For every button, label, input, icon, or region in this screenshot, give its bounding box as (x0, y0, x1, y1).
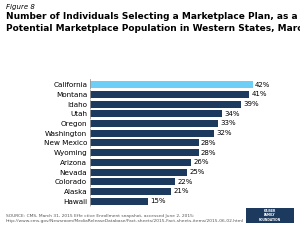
Text: 42%: 42% (255, 82, 271, 88)
Bar (90, 169, 187, 176)
Text: 15%: 15% (150, 198, 166, 204)
Bar (90, 159, 191, 166)
Bar (90, 110, 222, 117)
Bar (90, 101, 241, 108)
Bar (90, 198, 148, 205)
Bar (90, 188, 171, 195)
Text: KAISER
FAMILY
FOUNDATION: KAISER FAMILY FOUNDATION (259, 209, 281, 222)
Text: Potential Marketplace Population in Western States, March 2015: Potential Marketplace Population in West… (6, 24, 300, 33)
Text: 34%: 34% (224, 111, 240, 117)
Bar (90, 120, 218, 127)
Text: SOURCE: CMS, March 31, 2015 Effe ctive Enrollment snapshot, accessed June 2, 201: SOURCE: CMS, March 31, 2015 Effe ctive E… (6, 214, 244, 223)
Text: Number of Individuals Selecting a Marketplace Plan, as a Share of the: Number of Individuals Selecting a Market… (6, 12, 300, 21)
Text: Figure 8: Figure 8 (6, 4, 35, 11)
Bar (90, 178, 175, 185)
Text: 28%: 28% (201, 150, 216, 156)
Text: 22%: 22% (178, 179, 193, 185)
Text: 28%: 28% (201, 140, 216, 146)
Bar (90, 139, 199, 146)
Text: 21%: 21% (174, 189, 189, 194)
Bar (90, 81, 253, 88)
Bar (90, 149, 199, 156)
Text: 25%: 25% (189, 169, 205, 175)
Text: 26%: 26% (193, 159, 208, 165)
Bar (90, 130, 214, 137)
Text: 41%: 41% (251, 91, 267, 97)
Text: 39%: 39% (244, 101, 259, 107)
Text: 33%: 33% (220, 120, 236, 126)
Bar (90, 91, 249, 98)
Text: 32%: 32% (216, 130, 232, 136)
